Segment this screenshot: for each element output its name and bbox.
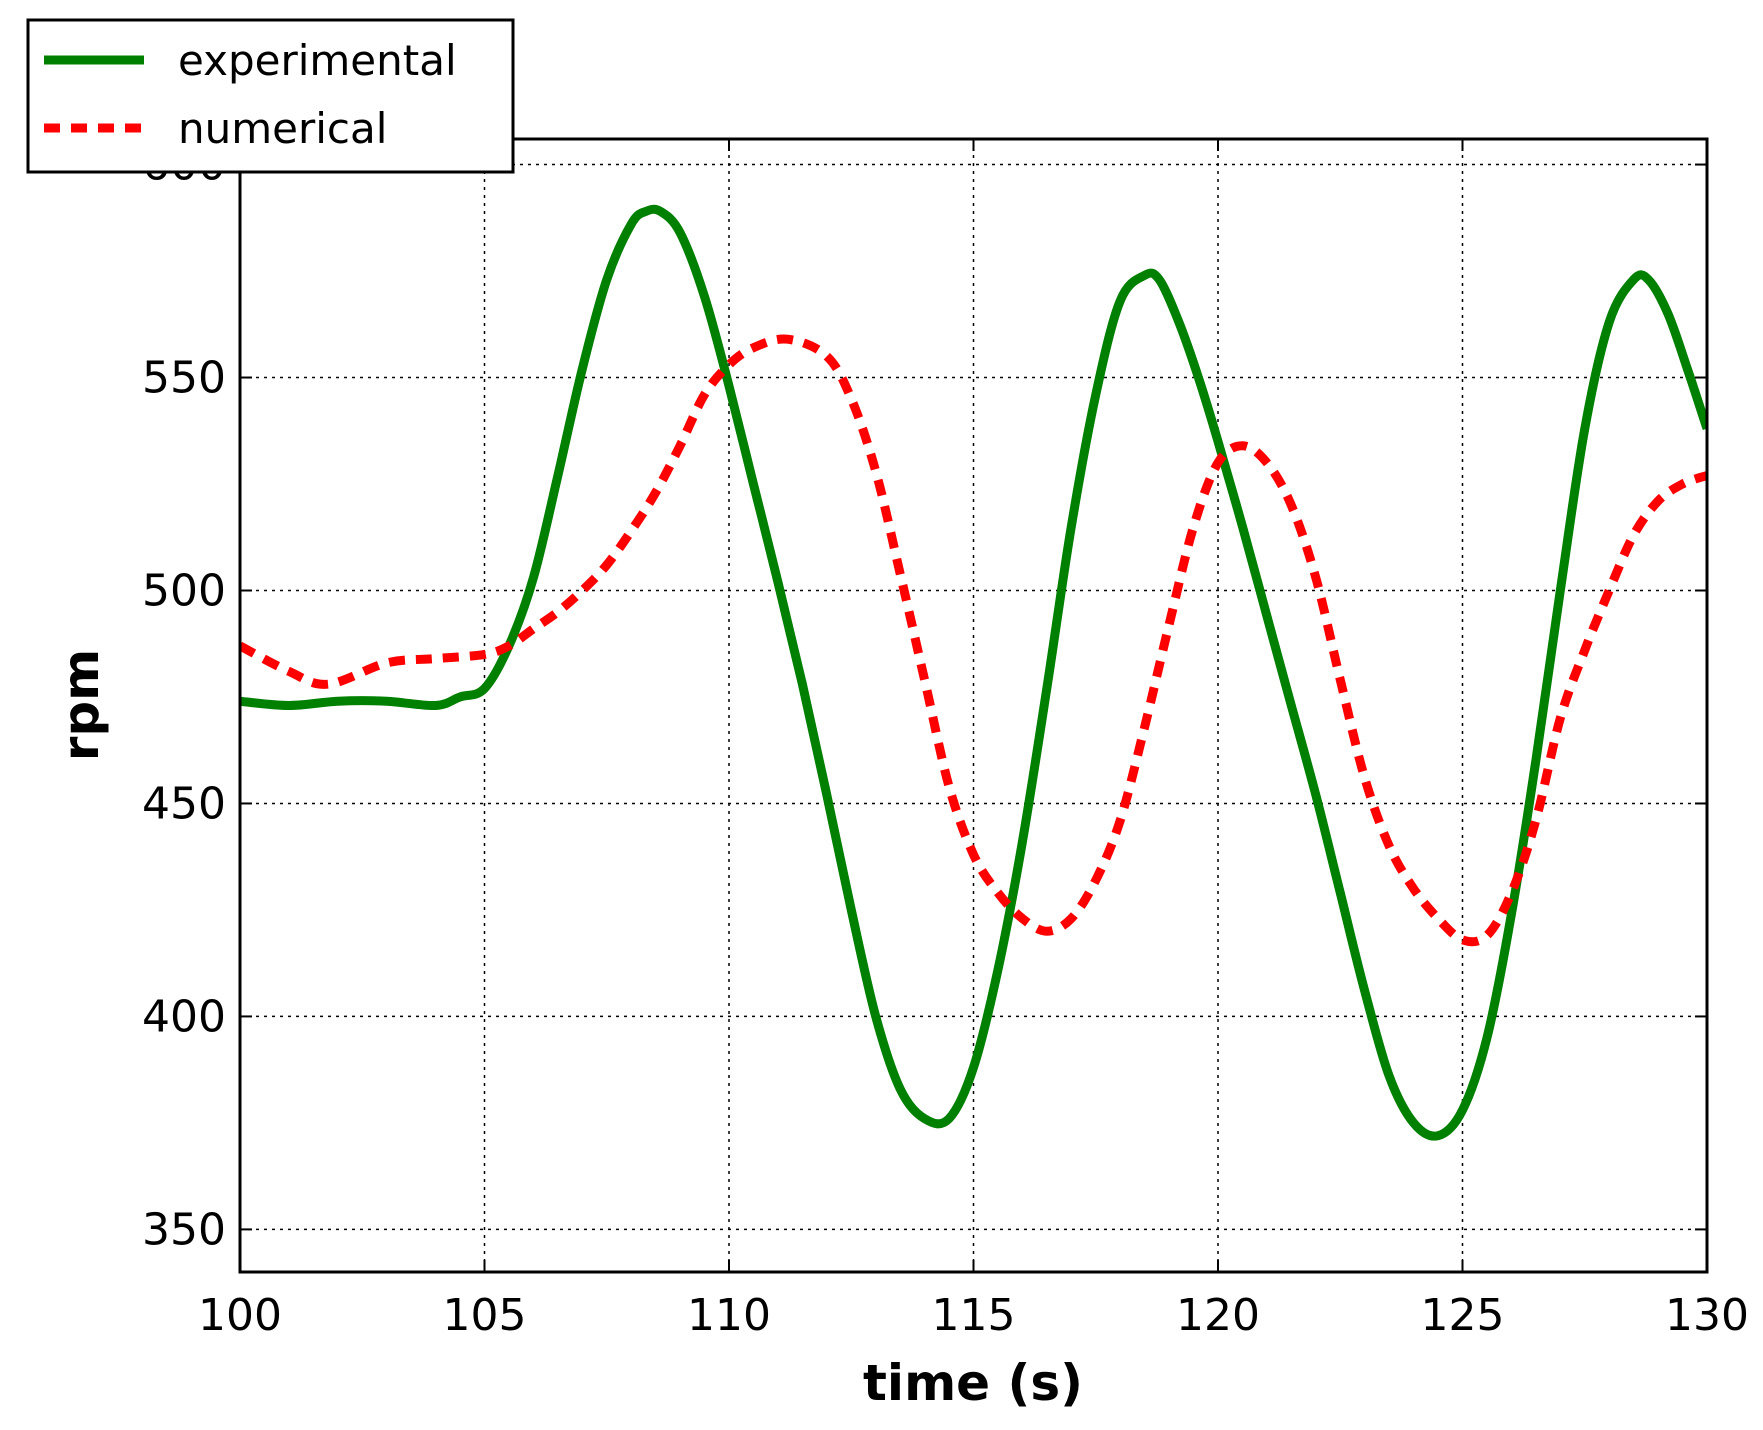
series-line-experimental: [240, 204, 1707, 1141]
y-tick-label-400: 400: [142, 991, 226, 1042]
grid-lines: [240, 139, 1707, 1272]
y-tick-label-350: 350: [142, 1204, 226, 1255]
y-tick-label-500: 500: [142, 565, 226, 616]
x-tick-label-100: 100: [198, 1290, 282, 1341]
axis-ticks: 100105110115120125130350400450500550600: [142, 139, 1749, 1341]
legend: experimental numerical: [26, 18, 515, 174]
legend-label-experimental: experimental: [178, 36, 457, 85]
series-line-numerical: [240, 334, 1707, 947]
x-tick-label-120: 120: [1176, 1290, 1260, 1341]
legend-label-numerical: numerical: [178, 104, 387, 153]
x-tick-label-115: 115: [932, 1290, 1016, 1341]
legend-box: [26, 18, 515, 174]
x-tick-label-125: 125: [1421, 1290, 1505, 1341]
x-tick-label-130: 130: [1665, 1290, 1749, 1341]
y-tick-label-550: 550: [142, 353, 226, 404]
plot-frame: [238, 137, 1709, 1274]
x-tick-label-105: 105: [443, 1290, 527, 1341]
x-axis-title: time (s): [863, 1354, 1083, 1412]
series-lines: [240, 204, 1707, 1141]
y-tick-label-450: 450: [142, 778, 226, 829]
x-tick-label-110: 110: [687, 1290, 771, 1341]
y-axis-title: rpm: [52, 649, 110, 762]
